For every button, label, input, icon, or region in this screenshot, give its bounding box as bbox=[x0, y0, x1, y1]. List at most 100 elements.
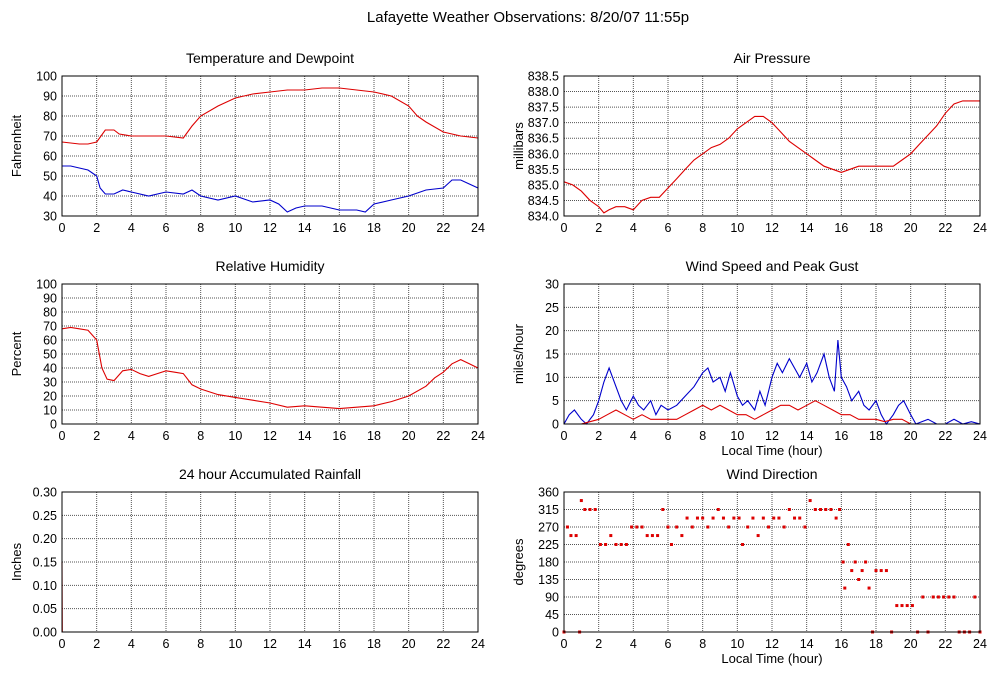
y-tick-label: 100 bbox=[36, 70, 57, 84]
x-tick-label: 8 bbox=[699, 221, 706, 235]
y-tick-label: 30 bbox=[43, 210, 57, 224]
data-point bbox=[879, 569, 883, 573]
data-point bbox=[640, 525, 644, 529]
x-tick-label: 20 bbox=[402, 221, 416, 235]
series-line bbox=[564, 400, 980, 425]
data-point bbox=[751, 516, 755, 520]
x-tick-label: 14 bbox=[298, 637, 312, 651]
x-tick-label: 0 bbox=[561, 429, 568, 443]
plot-frame bbox=[61, 491, 479, 633]
y-tick-label: 0.25 bbox=[33, 509, 57, 523]
x-tick-label: 12 bbox=[765, 637, 779, 651]
x-tick-label: 14 bbox=[298, 221, 312, 235]
x-tick-label: 6 bbox=[163, 429, 170, 443]
x-tick-label: 24 bbox=[471, 221, 485, 235]
x-tick-label: 12 bbox=[765, 221, 779, 235]
y-tick-label: 180 bbox=[538, 556, 559, 570]
x-tick-label: 6 bbox=[163, 637, 170, 651]
x-tick-label: 18 bbox=[367, 429, 381, 443]
y-tick-label: 315 bbox=[538, 503, 559, 517]
x-tick-label: 12 bbox=[765, 429, 779, 443]
data-point bbox=[614, 543, 618, 546]
x-tick-label: 8 bbox=[197, 221, 204, 235]
x-tick-label: 2 bbox=[93, 429, 100, 443]
data-point bbox=[973, 595, 977, 599]
data-point bbox=[732, 516, 736, 520]
y-tick-label: 360 bbox=[538, 486, 559, 500]
y-tick-label: 270 bbox=[538, 521, 559, 535]
series-line bbox=[61, 87, 479, 145]
data-point bbox=[767, 525, 771, 529]
x-tick-label: 18 bbox=[869, 637, 883, 651]
y-tick-label: 50 bbox=[43, 348, 57, 362]
y-tick-label: 90 bbox=[545, 591, 559, 605]
x-tick-label: 2 bbox=[93, 221, 100, 235]
data-point bbox=[756, 534, 760, 538]
data-point bbox=[695, 516, 699, 520]
y-tick-label: 80 bbox=[43, 306, 57, 320]
data-point bbox=[645, 534, 649, 538]
y-tick-label: 40 bbox=[43, 362, 57, 376]
x-tick-label: 8 bbox=[699, 637, 706, 651]
y-tick-label: 837.0 bbox=[528, 116, 559, 130]
data-point bbox=[857, 578, 861, 581]
data-point bbox=[829, 508, 833, 511]
data-point bbox=[772, 516, 776, 520]
x-tick-label: 16 bbox=[332, 637, 346, 651]
x-tick-label: 22 bbox=[938, 221, 952, 235]
x-tick-label: 2 bbox=[595, 429, 602, 443]
data-point bbox=[565, 525, 569, 529]
plot-frame bbox=[61, 283, 479, 425]
data-point bbox=[834, 516, 838, 520]
data-point bbox=[850, 569, 854, 573]
y-axis-label: Fahrenheit bbox=[9, 115, 24, 178]
x-tick-label: 22 bbox=[436, 637, 450, 651]
x-tick-label: 4 bbox=[128, 637, 135, 651]
x-tick-label: 14 bbox=[800, 637, 814, 651]
x-tick-label: 18 bbox=[367, 637, 381, 651]
x-tick-label: 18 bbox=[869, 221, 883, 235]
x-tick-label: 2 bbox=[93, 637, 100, 651]
data-point bbox=[746, 525, 750, 529]
data-point bbox=[819, 508, 823, 511]
data-point bbox=[931, 595, 935, 599]
data-point bbox=[666, 525, 670, 529]
y-tick-label: 5 bbox=[552, 394, 559, 408]
x-tick-label: 22 bbox=[436, 221, 450, 235]
x-tick-label: 16 bbox=[834, 221, 848, 235]
data-point bbox=[741, 543, 745, 546]
y-tick-label: 0.10 bbox=[33, 579, 57, 593]
data-point bbox=[737, 516, 741, 520]
y-tick-label: 30 bbox=[43, 376, 57, 390]
data-point bbox=[716, 508, 720, 511]
y-tick-label: 70 bbox=[43, 320, 57, 334]
y-tick-label: 835.5 bbox=[528, 163, 559, 177]
data-point bbox=[910, 604, 914, 608]
chart-title: Temperature and Dewpoint bbox=[186, 50, 354, 66]
y-tick-label: 30 bbox=[545, 278, 559, 292]
y-tick-label: 50 bbox=[43, 170, 57, 184]
x-tick-label: 14 bbox=[800, 429, 814, 443]
chart-title: Wind Direction bbox=[726, 466, 817, 482]
x-axis-label: Local Time (hour) bbox=[721, 443, 822, 458]
x-tick-label: 22 bbox=[436, 429, 450, 443]
y-tick-label: 100 bbox=[36, 278, 57, 292]
y-tick-label: 60 bbox=[43, 150, 57, 164]
x-tick-label: 0 bbox=[561, 221, 568, 235]
x-tick-label: 24 bbox=[973, 637, 987, 651]
y-axis-label: Percent bbox=[9, 331, 24, 376]
y-tick-label: 80 bbox=[43, 110, 57, 124]
data-point bbox=[947, 595, 951, 599]
y-tick-label: 0.00 bbox=[33, 626, 57, 640]
y-tick-label: 10 bbox=[43, 404, 57, 418]
series-line bbox=[62, 165, 479, 213]
data-point bbox=[777, 516, 781, 520]
data-point bbox=[624, 543, 628, 546]
data-point bbox=[630, 525, 634, 529]
data-point bbox=[846, 543, 850, 546]
data-point bbox=[793, 516, 797, 520]
x-tick-label: 20 bbox=[904, 221, 918, 235]
